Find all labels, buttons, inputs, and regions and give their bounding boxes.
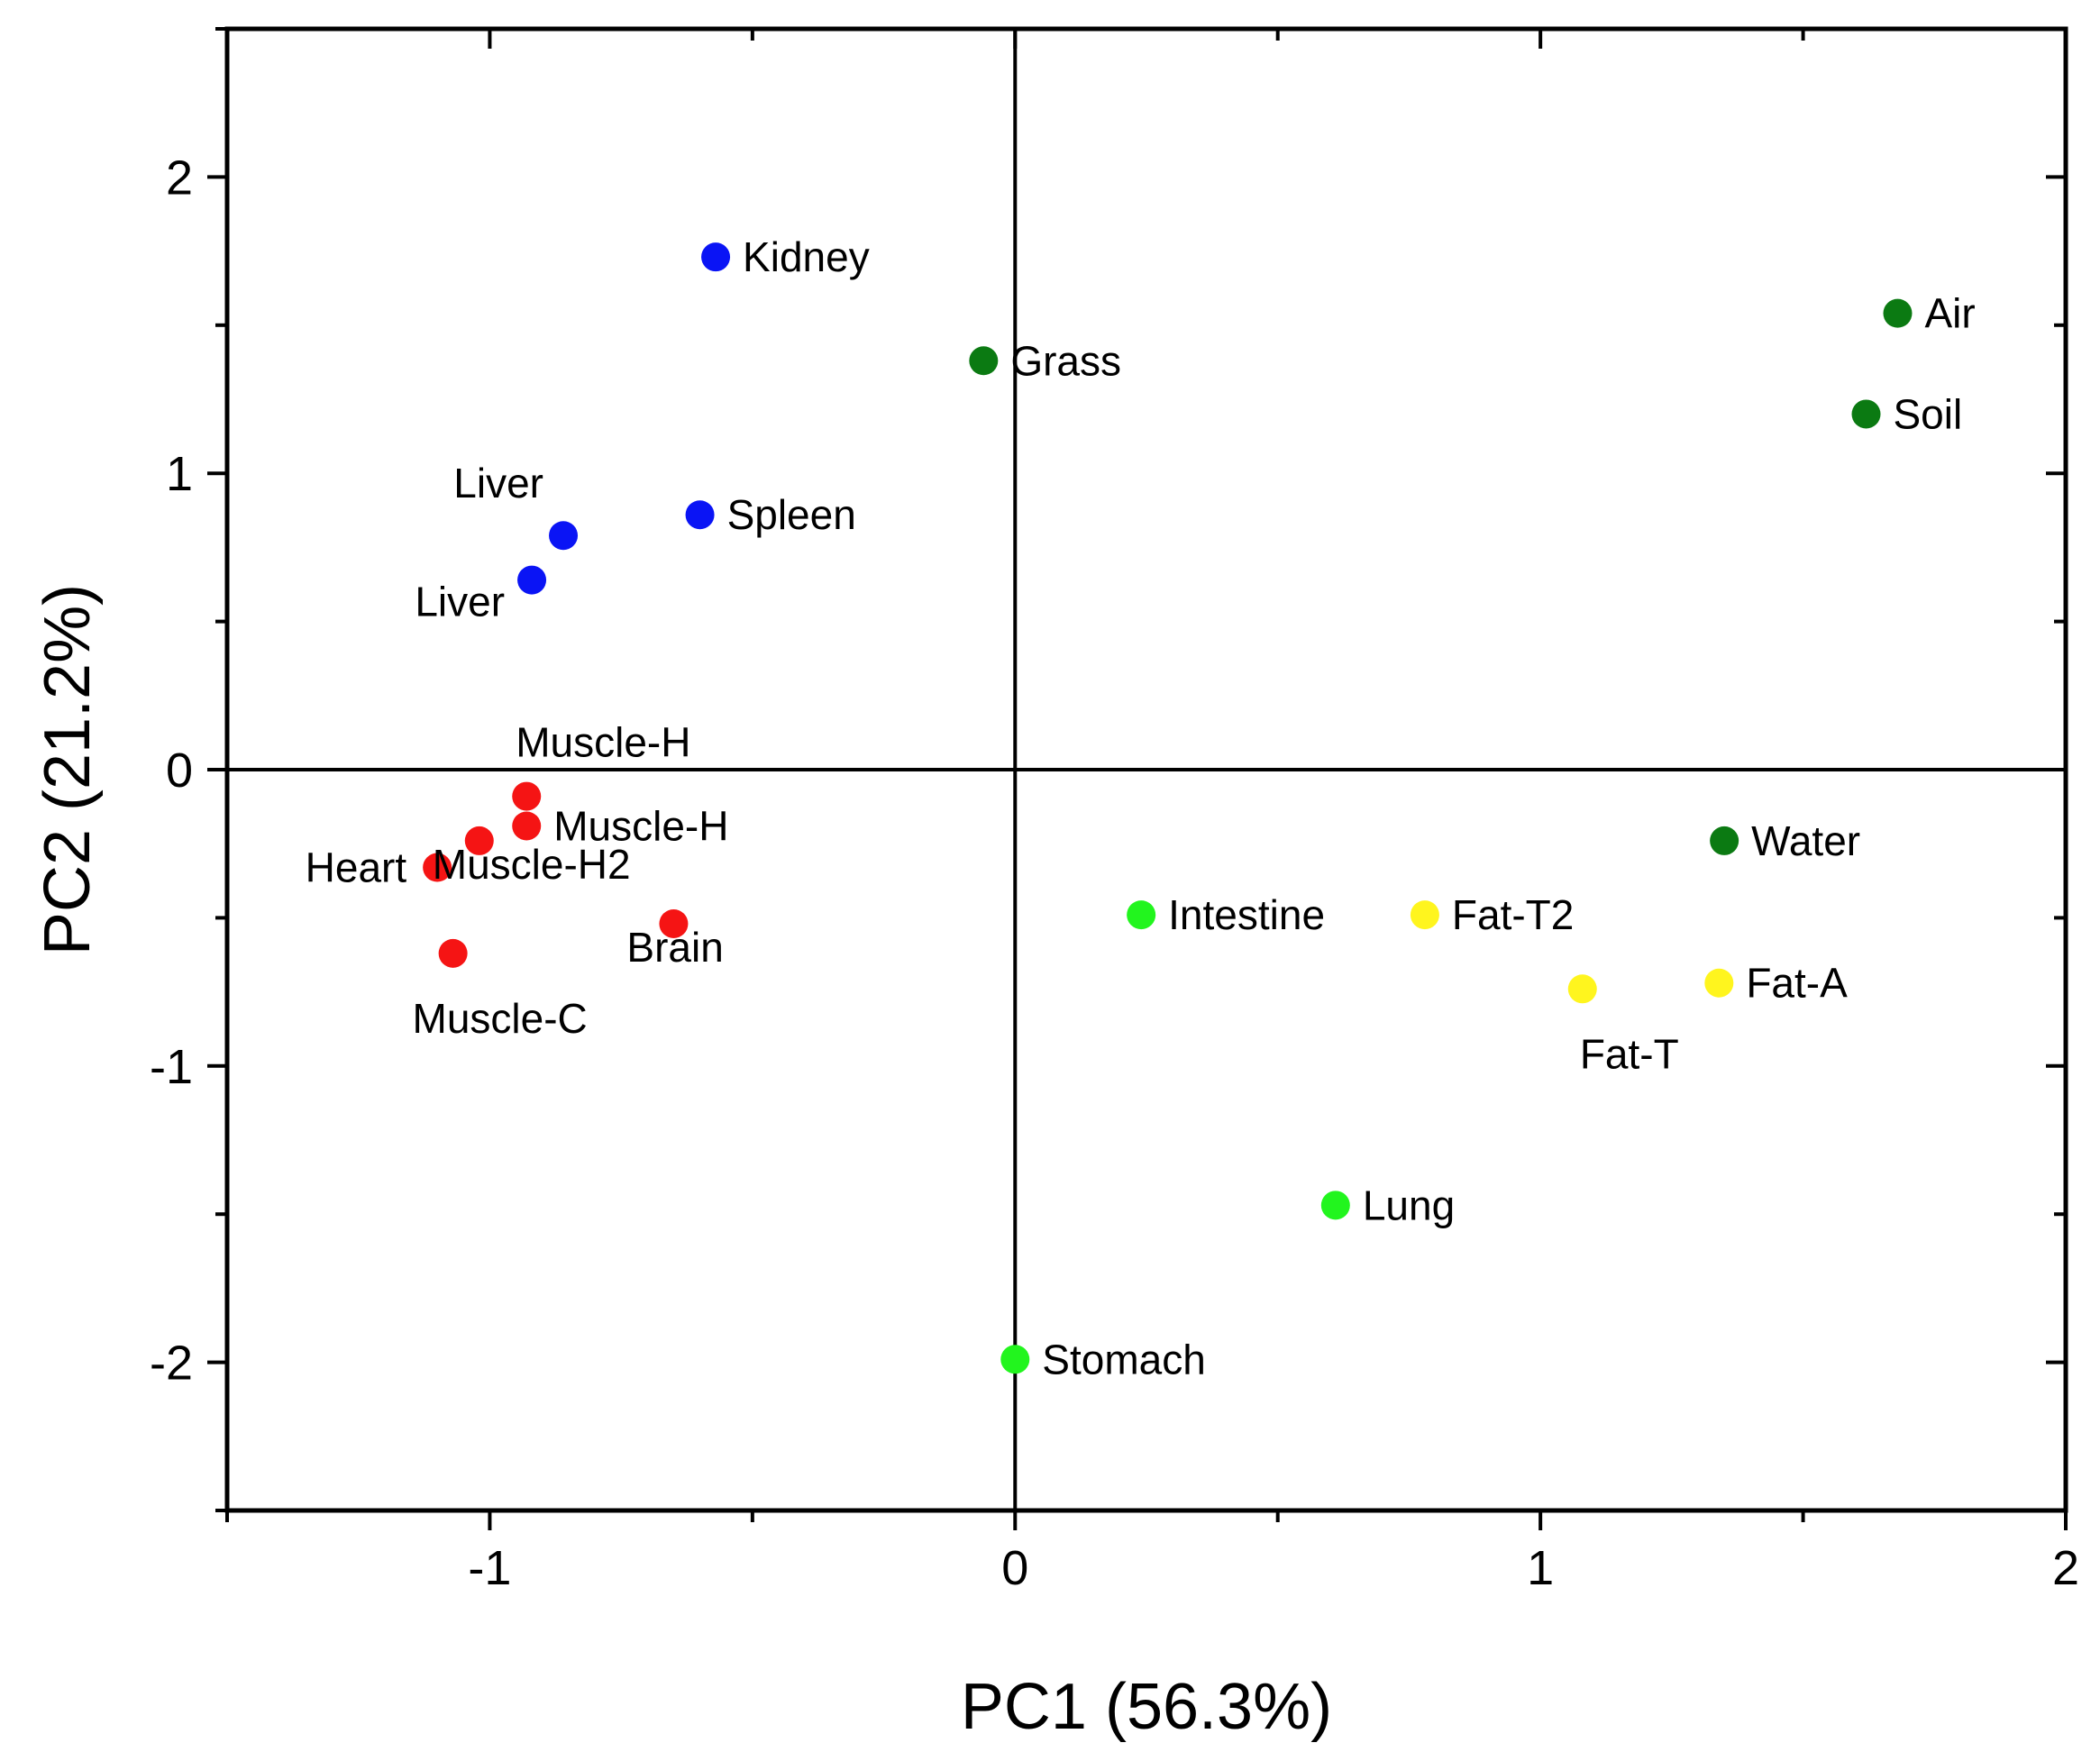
point-label-lung: Lung	[1363, 1182, 1455, 1228]
point-muscle-h	[512, 781, 542, 811]
point-kidney	[701, 242, 731, 272]
x-tick-label: -1	[468, 1541, 511, 1595]
point-label-air: Air	[1924, 290, 1975, 337]
tick-labels: -1 0 1 2 2 1 0 -1 -2	[150, 151, 2079, 1595]
point-label-soil: Soil	[1894, 390, 1963, 437]
point-label-grass: Grass	[1010, 337, 1121, 384]
point-intestine	[1127, 900, 1156, 930]
point-muscle-h2	[464, 826, 494, 855]
y-tick-label: 2	[166, 151, 193, 205]
point-label-fat-t: Fat-T	[1580, 1030, 1679, 1077]
point-label-fat-a: Fat-A	[1746, 960, 1848, 1007]
x-tick-label: 2	[2052, 1541, 2079, 1595]
point-label-spleen: Spleen	[727, 491, 856, 538]
point-label-stomach: Stomach	[1042, 1336, 1206, 1382]
y-tick-label: 0	[166, 744, 193, 798]
point-label-kidney: Kidney	[743, 233, 870, 280]
data-points	[423, 242, 1913, 1374]
point-fat-t	[1567, 974, 1597, 1004]
point-stomach	[1000, 1345, 1030, 1374]
point-label-liver: Liver	[453, 460, 543, 506]
point-label-muscle-h2: Muscle-H2	[433, 841, 631, 888]
point-air	[1883, 298, 1913, 328]
point-labels: Kidney Spleen Liver Liver Grass Air Soil Water M…	[306, 233, 1976, 1382]
y-tick-label: 1	[166, 447, 193, 501]
point-fat-t2	[1410, 900, 1439, 930]
point-liver	[517, 565, 547, 595]
x-axis-label: PC1 (56.3%)	[961, 1671, 1332, 1743]
point-heart	[423, 853, 452, 882]
reference-lines	[227, 29, 2066, 1510]
point-label-muscle-h: Muscle-H	[516, 719, 690, 766]
point-muscle-c	[438, 938, 468, 968]
point-label-liver: Liver	[415, 579, 505, 625]
point-grass	[969, 346, 999, 376]
y-tick-label: -2	[150, 1337, 193, 1391]
point-liver	[549, 521, 579, 551]
point-spleen	[685, 500, 715, 530]
y-axis-label: PC2 (21.2%)	[32, 584, 104, 955]
point-lung	[1320, 1191, 1350, 1220]
point-label-brain: Brain	[626, 924, 723, 971]
y-tick-label: -1	[150, 1040, 193, 1094]
point-label-muscle-h: Muscle-H	[553, 802, 728, 849]
point-muscle-h	[512, 811, 542, 841]
x-tick-label: 0	[1001, 1541, 1028, 1595]
point-label-fat-t2: Fat-T2	[1452, 891, 1574, 938]
point-fat-a	[1704, 968, 1734, 998]
point-label-water: Water	[1751, 817, 1860, 864]
point-brain	[659, 908, 689, 938]
point-soil	[1851, 399, 1881, 429]
x-tick-label: 1	[1527, 1541, 1554, 1595]
point-water	[1710, 826, 1739, 855]
point-label-intestine: Intestine	[1168, 891, 1325, 938]
point-label-heart: Heart	[306, 844, 407, 891]
point-label-muscle-c: Muscle-C	[413, 995, 588, 1042]
plot-frame	[224, 26, 2068, 1513]
axis-ticks	[207, 27, 2068, 1530]
